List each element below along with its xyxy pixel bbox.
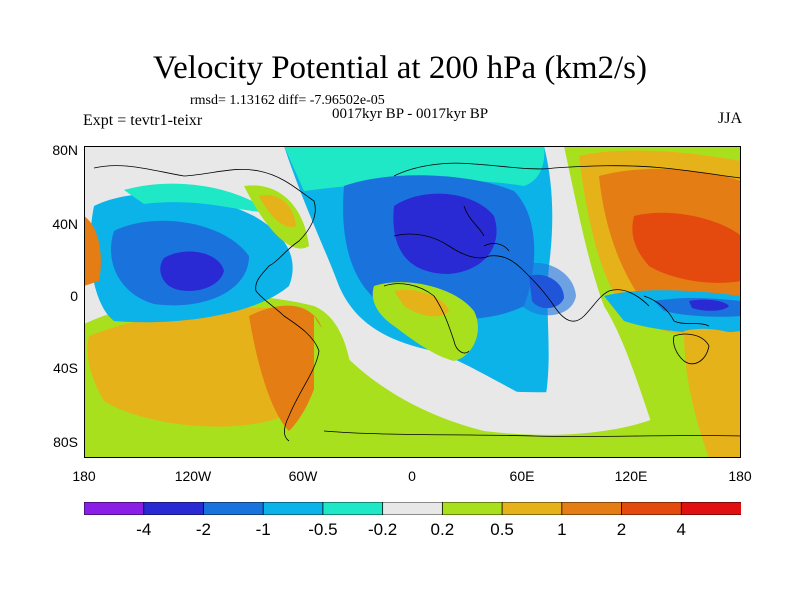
- field-region-east-pacific-mint: [124, 183, 269, 212]
- colorbar-tick-label: -0.2: [367, 520, 398, 539]
- colorbar-swatch: [84, 502, 145, 515]
- field-region-west-pacific-core: [689, 299, 729, 311]
- colorbar-tick-label: -0.5: [308, 520, 338, 539]
- colorbar-swatch: [501, 502, 563, 515]
- colorbar-tick-label: 1: [557, 520, 567, 539]
- field-region-south-atlantic-orange: [394, 289, 449, 317]
- colorbar-tick-label: 0.2: [430, 520, 455, 539]
- colorbar-tick-label: -4: [136, 520, 152, 539]
- x-tick-60e: 60E: [509, 468, 535, 484]
- colorbar-swatch: [621, 502, 683, 515]
- x-tick-0: 0: [408, 468, 416, 484]
- y-tick-80n: 80N: [52, 142, 78, 158]
- velocity-potential-map: [84, 146, 741, 458]
- field-region-far-west-orange: [84, 216, 101, 286]
- colorbar-tick-label: 0.5: [490, 520, 514, 539]
- colorbar-swatch: [441, 502, 503, 515]
- field-region-south-america-orange: [249, 305, 324, 431]
- x-tick-120w: 120W: [174, 468, 212, 484]
- x-tick-60w: 60W: [288, 468, 318, 484]
- field-region-north-america-orange: [259, 195, 296, 227]
- y-tick-80s: 80S: [53, 434, 78, 450]
- y-tick-0: 0: [70, 288, 78, 304]
- field-region-europe-core: [393, 193, 497, 274]
- map-frame: [84, 146, 741, 458]
- colorbar-swatch: [143, 502, 205, 515]
- colorbar-swatch: [203, 502, 265, 515]
- coastlines: [93, 162, 741, 442]
- colorbar-swatch: [262, 502, 324, 515]
- colorbar-tick-label: -2: [195, 520, 212, 539]
- x-tick-180w: 180: [72, 468, 96, 484]
- colorbar-swatch: [322, 502, 384, 515]
- field-region-southern-ocean-gray: [339, 331, 674, 422]
- experiment-label: Expt = tevtr1-teixr: [83, 112, 203, 129]
- stats-text: rmsd= 1.13162 diff= -7.96502e-05: [190, 93, 385, 108]
- field-region-indian-ocean-blue: [519, 262, 576, 316]
- field-region-south-pacific-orange: [684, 328, 741, 458]
- colorbar-tick-label: 4: [676, 520, 686, 539]
- y-tick-40s: 40S: [53, 360, 78, 376]
- colorbar-swatch: [680, 502, 741, 515]
- field-region-southern-ocean-green: [314, 316, 684, 458]
- field-region-asia-red: [632, 212, 741, 283]
- colorbar-tick-label: -1: [255, 520, 271, 539]
- field-region-east-pacific-core: [160, 251, 224, 291]
- season-label: JJA: [717, 110, 742, 127]
- colorbar-swatch: [561, 502, 623, 515]
- x-tick-120e: 120E: [614, 468, 648, 484]
- map-title: Velocity Potential at 200 hPa (km2/s): [152, 50, 648, 86]
- y-tick-40n: 40N: [52, 216, 78, 232]
- x-tick-180e: 180: [728, 468, 752, 484]
- colorbar-swatch: [382, 502, 444, 515]
- field-region-south-atlantic-green: [372, 282, 478, 361]
- period-text: 0017kyr BP - 0017kyr BP: [331, 106, 489, 122]
- colorbar: [84, 502, 741, 515]
- colorbar-tick-label: 2: [616, 520, 627, 539]
